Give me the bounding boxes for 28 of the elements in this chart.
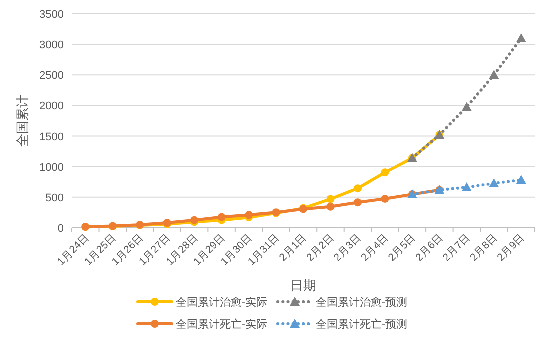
point: [381, 194, 390, 203]
point: [218, 213, 226, 222]
point: [516, 33, 526, 42]
point: [354, 198, 362, 207]
legend-label: 全国累计死亡-预测: [316, 318, 408, 331]
y-tick-label: 3500: [40, 9, 64, 21]
y-tick-label: 500: [46, 192, 64, 204]
y-tick-label: 2500: [40, 70, 64, 82]
point: [489, 70, 500, 80]
point: [354, 184, 362, 193]
y-tick-label: 1000: [40, 162, 64, 174]
point: [326, 202, 335, 211]
point: [489, 178, 500, 188]
y-tick-label: 3000: [40, 40, 64, 52]
y-tick-label: 0: [58, 223, 64, 235]
point: [326, 195, 335, 204]
x-axis-title: 日期: [290, 278, 316, 293]
legend-label: 全国累计治愈-预测: [316, 296, 408, 309]
legend-label: 全国累计治愈-实际: [176, 296, 268, 309]
y-tick-label: 1500: [40, 131, 64, 144]
point: [462, 182, 472, 192]
point: [516, 175, 526, 184]
legend-label: 全国累计死亡-实际: [176, 318, 268, 331]
y-axis-title: 全国累计: [15, 95, 30, 147]
y-tick-label: 2000: [40, 100, 64, 113]
point: [462, 102, 472, 112]
point: [381, 168, 390, 177]
point: [245, 211, 254, 220]
